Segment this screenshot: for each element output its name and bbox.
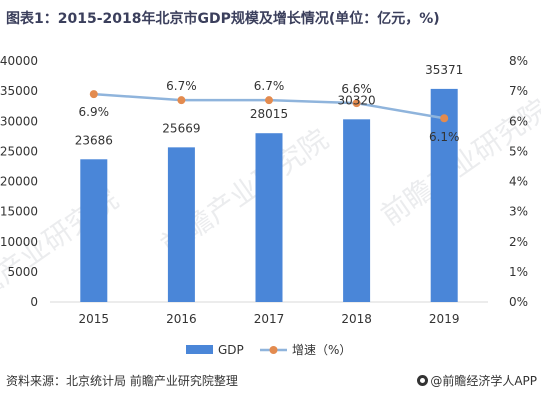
legend-growth-marker <box>269 346 278 354</box>
source-note: 资料来源：北京统计局 前瞻产业研究院整理 <box>6 374 238 388</box>
gdp-bar <box>80 159 108 302</box>
data-labels: 23686 25669 28015 30320 35371 6.9% 6.7% 6.7% 6.6… <box>75 63 464 147</box>
growth-marker <box>440 114 449 123</box>
chart-legend: GDP 增速（%） <box>186 343 351 357</box>
legend-gdp-swatch <box>186 345 213 354</box>
left-axis-tick-label: 25000 <box>0 144 38 158</box>
gdp-bar <box>255 133 283 302</box>
growth-marker <box>352 99 361 108</box>
legend-gdp-label: GDP <box>218 343 244 357</box>
left-axis-tick-label: 40000 <box>0 54 38 68</box>
growth-line <box>89 90 449 123</box>
right-axis-tick-label: 7% <box>509 84 528 98</box>
right-axis-tick-label: 8% <box>509 54 528 68</box>
x-axis-tick-label: 2019 <box>429 312 460 326</box>
right-axis-tick-label: 2% <box>509 235 528 249</box>
right-axis-tick-label: 5% <box>509 144 528 158</box>
right-axis-tick-label: 0% <box>509 295 528 309</box>
left-axis-tick-label: 0 <box>30 295 38 309</box>
brand-text: @前瞻经济学人APP <box>430 374 537 388</box>
right-axis-tick-label: 3% <box>509 205 528 219</box>
x-axis-tick-label: 2018 <box>341 312 372 326</box>
gdp-value-label: 30320 <box>338 93 376 107</box>
right-axis-tick-label: 1% <box>509 265 528 279</box>
left-axis-tick-label: 10000 <box>0 235 38 249</box>
gdp-bar <box>430 88 458 302</box>
legend-growth-label: 增速（%） <box>292 343 351 357</box>
gdp-bar <box>343 119 371 303</box>
left-axis-tick-label: 20000 <box>0 175 38 189</box>
growth-marker <box>177 96 186 105</box>
left-axis-tick-label: 5000 <box>7 265 38 279</box>
gdp-bar <box>167 147 195 302</box>
gdp-value-label: 35371 <box>425 63 463 77</box>
chart-title: 图表1：2015-2018年北京市GDP规模及增长情况(单位：亿元，%) <box>6 11 440 27</box>
qianzhan-logo-icon <box>417 375 429 386</box>
gdp-value-label: 23686 <box>75 133 113 147</box>
growth-marker <box>265 96 273 105</box>
right-axis-tick-label: 6% <box>509 114 528 128</box>
growth-value-label: 6.6% <box>341 82 372 96</box>
left-axis-tick-label: 30000 <box>0 114 38 128</box>
gdp-value-label: 25669 <box>162 121 200 135</box>
left-axis-tick-label: 35000 <box>0 84 38 98</box>
left-axis-tick-label: 15000 <box>0 205 38 219</box>
gdp-value-label: 28015 <box>250 107 288 121</box>
growth-value-label: 6.7% <box>166 79 197 93</box>
growth-marker <box>89 90 98 99</box>
right-axis-tick-label: 4% <box>509 175 528 189</box>
x-axis-tick-label: 2016 <box>166 312 197 326</box>
growth-value-label: 6.1% <box>429 130 460 144</box>
x-axis-tick-label: 2017 <box>254 312 285 326</box>
growth-value-label: 6.9% <box>79 105 110 119</box>
x-axis-tick-label: 2015 <box>79 312 110 326</box>
brand-credit: @前瞻经济学人APP <box>417 372 537 389</box>
growth-value-label: 6.7% <box>254 79 285 93</box>
gdp-bars <box>80 88 458 303</box>
